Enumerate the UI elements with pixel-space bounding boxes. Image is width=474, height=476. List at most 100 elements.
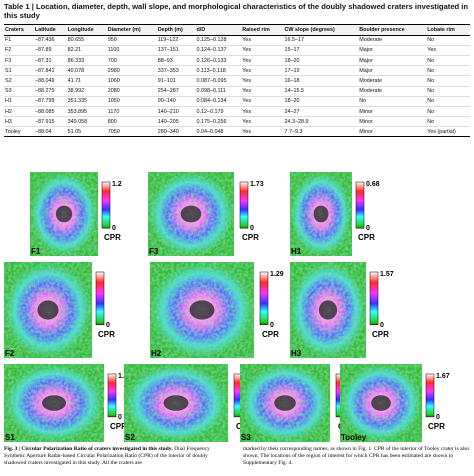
table-cell: 16–18 <box>283 75 359 87</box>
table-cell: 353.895 <box>66 106 107 118</box>
table-cell: No <box>426 116 470 128</box>
table-title: Table 1 | Location, diameter, depth, wal… <box>4 2 469 20</box>
header-cell: Diameter (m) <box>106 24 157 36</box>
table-cell: H3 <box>4 116 34 128</box>
table-cell: 90–140 <box>156 96 196 107</box>
table-cell: 40.078 <box>66 65 107 77</box>
crater-core <box>318 300 338 320</box>
colorbar-min: 0 <box>106 322 110 329</box>
table-cell: 800 <box>106 116 157 128</box>
colorbar <box>425 373 435 418</box>
table-cell: 82.21 <box>66 45 107 56</box>
header-cell: Raised rim <box>241 24 284 36</box>
table-cell: H1 <box>4 96 34 107</box>
table-cell: Yes <box>241 116 284 128</box>
table-cell: 0.084–0.134 <box>195 96 242 107</box>
table-cell: Major <box>358 65 427 77</box>
table-cell: 1060 <box>106 75 157 87</box>
table-cell: −88.085 <box>33 106 67 118</box>
table-cell: H2 <box>4 106 34 118</box>
table-cell: Yes <box>241 65 284 77</box>
header-cell: Craters <box>4 24 34 36</box>
table-cell: Yes <box>241 126 284 138</box>
figure: 1.20CPRF11.730CPRF30.680CPRH10CPRF21.290… <box>4 172 450 442</box>
table-cell: 337–353 <box>156 65 196 77</box>
table-cell: No <box>426 35 470 46</box>
table-cell: Yes <box>241 86 284 97</box>
table-row: F2 −87.89 82.21 1100 137–151 0.124–0.137 Yes 15… <box>4 45 470 56</box>
colorbar-label: CPR <box>262 330 279 339</box>
table-cell: No <box>426 55 470 67</box>
colorbar <box>239 181 249 229</box>
table-cell: Moderate <box>358 86 427 97</box>
table-cell: Minor <box>358 116 427 128</box>
table-cell: 41.71 <box>66 75 107 87</box>
table-cell: F1 <box>4 35 34 46</box>
table-cell: 16.5–17 <box>283 35 359 46</box>
panel-label: S2 <box>125 433 135 442</box>
table-cell: 1100 <box>106 45 157 56</box>
crater-core <box>163 395 189 411</box>
table-cell: −87.841 <box>33 65 67 77</box>
table-row: F1 −87.436 80.655 950 119–122 0.125–0.128 Yes 1… <box>4 35 470 46</box>
table-cell: 18–20 <box>283 96 359 107</box>
header-cell: d/D <box>195 24 242 36</box>
colorbar <box>355 181 365 229</box>
caption: Fig. 3 | Circular Polarization Ratio of … <box>4 446 470 466</box>
table-cell: 140–205 <box>156 116 196 128</box>
table-row: S1 −87.841 40.078 2980 337–353 0.113–0.118 Yes… <box>4 65 470 77</box>
table-cell: 18–20 <box>283 55 359 67</box>
table-cell: 38.992 <box>66 86 107 97</box>
table-cell: No <box>358 96 427 107</box>
colorbar-min: 0 <box>118 414 122 421</box>
panel-label: H1 <box>291 247 302 256</box>
table-cell: Yes <box>241 55 284 67</box>
table-row: H1 −87.799 351.335 1050 90–140 0.084–0.134 Yes… <box>4 96 470 107</box>
colorbar-max: 1.29 <box>270 271 284 278</box>
table-cell: Moderate <box>358 75 427 87</box>
colorbar-max: 1.73 <box>250 181 264 188</box>
table-cell: −87.31 <box>33 55 67 67</box>
table-cell: 0.098–0.111 <box>195 86 242 97</box>
header-cell: Latitude <box>33 24 67 36</box>
table-cell: 0.126–0.133 <box>195 55 242 67</box>
table-cell: Yes <box>241 96 284 107</box>
colorbar-max: 1.2 <box>112 181 122 188</box>
table-cell: 7.7–9.3 <box>283 126 359 138</box>
table-cell: −88.04 <box>33 126 67 138</box>
header-cell: Lobate rim <box>426 24 470 36</box>
colorbar-label: CPR <box>98 330 115 339</box>
table-cell: Minor <box>358 126 427 138</box>
caption-title: Fig. 3 | Circular Polarization Ratio of … <box>4 446 173 452</box>
crater-core <box>42 395 66 411</box>
table-cell: 140–210 <box>156 106 196 118</box>
table-cell: −87.799 <box>33 96 67 107</box>
table-cell: 51.05 <box>66 126 107 138</box>
table-cell: 254–287 <box>156 86 196 97</box>
table-row: S3 −88.275 38.992 2080 254–287 0.098–0.111 Yes… <box>4 86 470 97</box>
table-row: H3 −87.915 349.058 800 140–205 0.175–0.256 Yes… <box>4 116 470 128</box>
table-cell: 15–17 <box>283 45 359 56</box>
table-cell: 349.058 <box>66 116 107 128</box>
colorbar-min: 0 <box>112 225 116 232</box>
colorbar <box>259 271 269 326</box>
table-cell: −87.436 <box>33 35 67 46</box>
header-cell: CW slope (degrees) <box>283 24 359 36</box>
header-cell: Longitude <box>66 24 107 36</box>
table-cell: −88.049 <box>33 75 67 87</box>
table-cell: 137–151 <box>156 45 196 56</box>
colorbar-min: 0 <box>380 322 384 329</box>
table-cell: 24–27 <box>283 106 359 118</box>
table-cell: Major <box>358 55 427 67</box>
caption-text: Dual Frequency Synthetic Aperture Radar-… <box>4 446 210 466</box>
crater-core <box>180 205 202 223</box>
colorbar-label: CPR <box>104 233 121 242</box>
table-cell: S1 <box>4 65 34 77</box>
panel-label: F3 <box>149 247 159 256</box>
panel-label: S3 <box>241 433 251 442</box>
colorbar-min: 0 <box>436 414 440 421</box>
table-cell: Yes <box>241 35 284 46</box>
crater-core <box>313 205 329 223</box>
colorbar-max: 0.68 <box>366 181 380 188</box>
